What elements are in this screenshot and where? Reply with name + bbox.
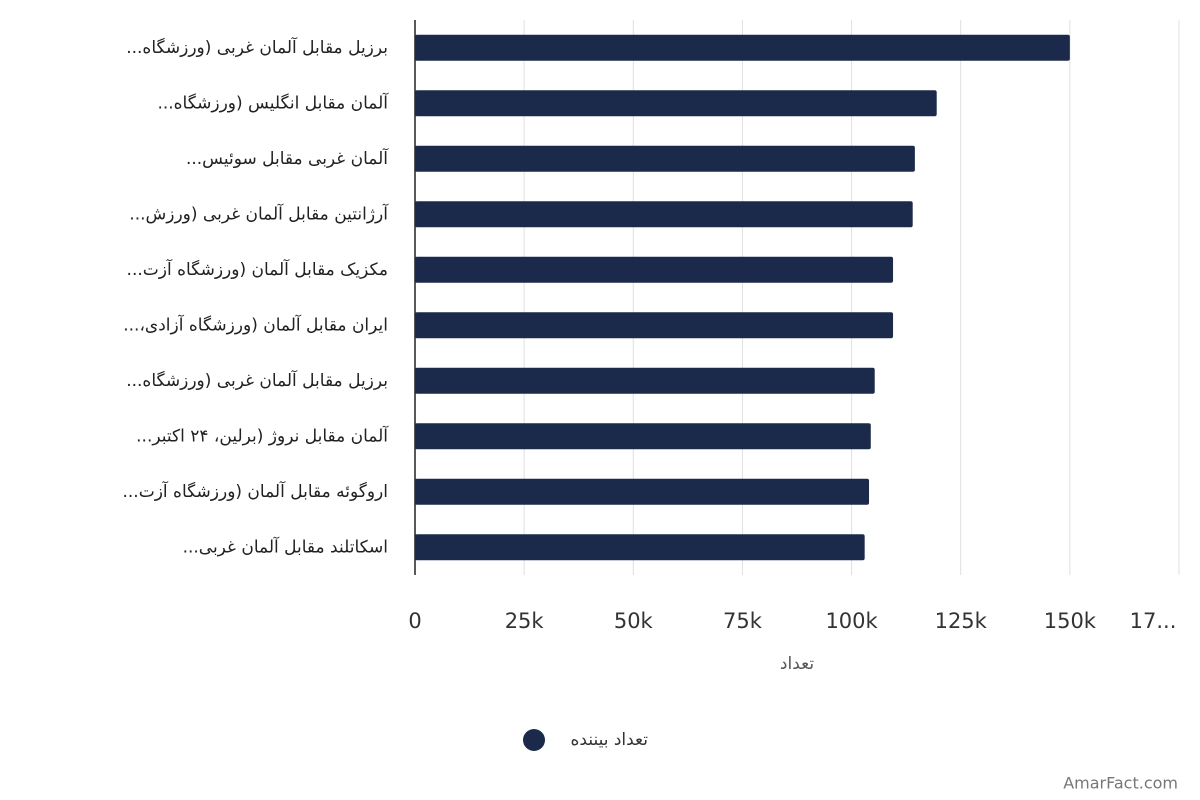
- bar: [415, 312, 894, 339]
- bar: [415, 90, 937, 117]
- x-tick-label: 100k: [825, 609, 878, 633]
- x-tick-label: 25k: [505, 609, 545, 633]
- x-tick-label: 125k: [935, 609, 988, 633]
- y-tick-label: ایران مقابل آلمان (ورزشگاه آزادی،...: [123, 313, 388, 335]
- x-tick-label: 0: [408, 609, 421, 633]
- legend-marker: [523, 729, 545, 751]
- y-tick-label: آلمان غربی مقابل سوئیس...: [186, 147, 389, 169]
- x-tick-label: 75k: [723, 609, 763, 633]
- y-tick-label: اروگوئه مقابل آلمان (ورزشگاه آزت...: [123, 480, 389, 502]
- watermark: AmarFact.com: [1063, 774, 1178, 793]
- y-tick-label: آرژانتین مقابل آلمان غربی (ورزش...: [129, 202, 389, 224]
- y-tick-label: آلمان مقابل انگلیس (ورزشگاه...: [157, 91, 389, 113]
- bar: [415, 534, 865, 561]
- legend-label: تعداد بیننده: [570, 730, 648, 750]
- bar: [415, 367, 875, 394]
- bar: [415, 201, 913, 228]
- y-tick-label: اسکاتلند مقابل آلمان غربی...: [183, 535, 388, 557]
- bar: [415, 478, 870, 505]
- y-tick-label: مکزیک مقابل آلمان (ورزشگاه آزت...: [127, 258, 388, 280]
- x-tick-label: 50k: [614, 609, 654, 633]
- x-axis-label: تعداد: [780, 654, 814, 674]
- y-tick-label: آلمان مقابل نروژ (برلین، ۲۴ اکتبر...: [136, 424, 389, 446]
- x-tick-label: 150k: [1044, 609, 1097, 633]
- bar: [415, 256, 894, 283]
- bar: [415, 34, 1070, 61]
- bar: [415, 423, 871, 450]
- x-tick-label: 17...: [1130, 609, 1177, 633]
- y-tick-label: برزیل مقابل آلمان غربی (ورزشگاه...: [126, 369, 388, 391]
- y-tick-label: برزیل مقابل آلمان غربی (ورزشگاه...: [126, 36, 388, 58]
- bar: [415, 145, 915, 172]
